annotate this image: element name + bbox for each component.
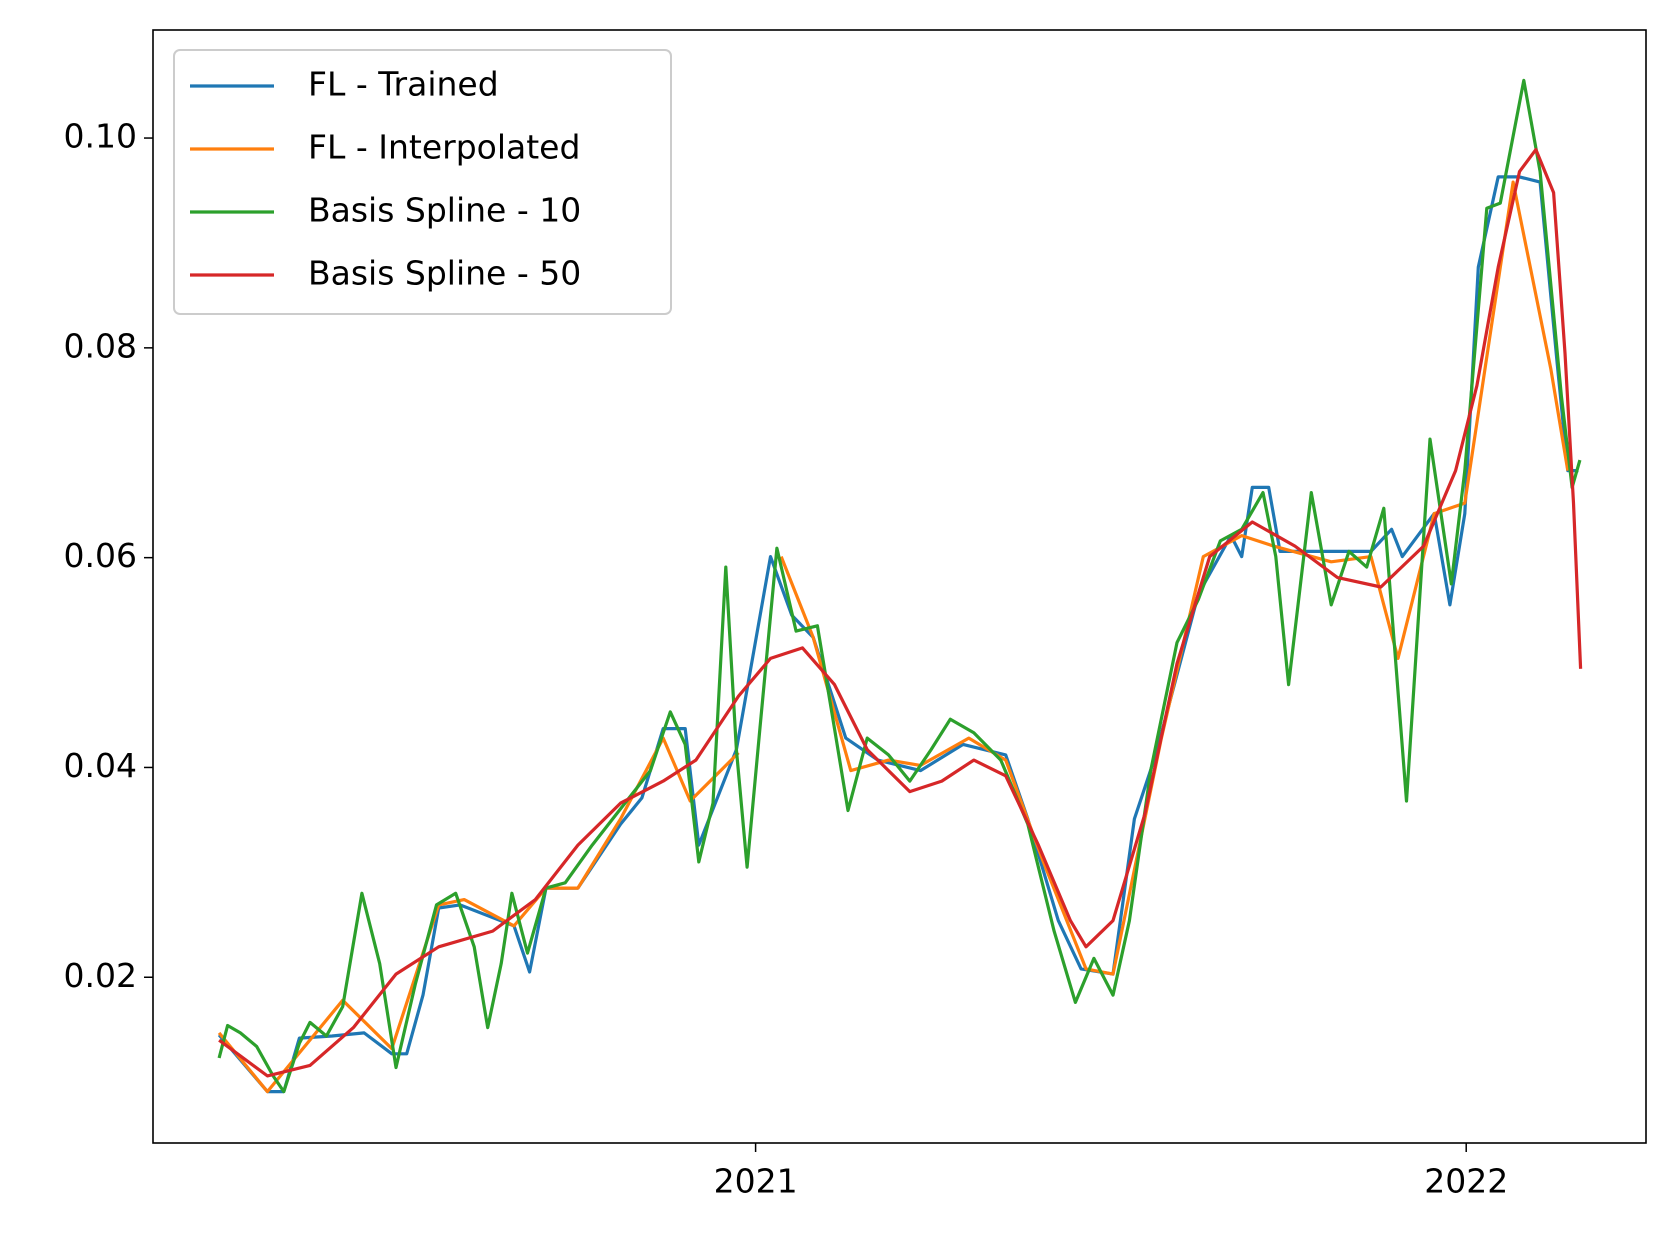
y-tick-label: 0.06: [64, 536, 137, 575]
series-line: [217, 78, 1582, 1094]
series-line: [218, 148, 1583, 1078]
x-tick-label: 2022: [1424, 1162, 1508, 1201]
legend-label: FL - Trained: [308, 65, 499, 104]
y-tick-label: 0.08: [64, 326, 137, 365]
legend-label: Basis Spline - 10: [308, 191, 581, 230]
x-tick-label: 2021: [714, 1162, 798, 1201]
y-tick-label: 0.10: [64, 117, 137, 156]
series-line: [217, 175, 1579, 1094]
legend-label: Basis Spline - 50: [308, 254, 581, 293]
y-tick-label: 0.04: [64, 746, 137, 785]
legend-label: FL - Interpolated: [308, 128, 580, 167]
y-tick-label: 0.02: [64, 956, 137, 995]
legend-box: [173, 49, 672, 315]
plot-frame: [152, 29, 1647, 1144]
